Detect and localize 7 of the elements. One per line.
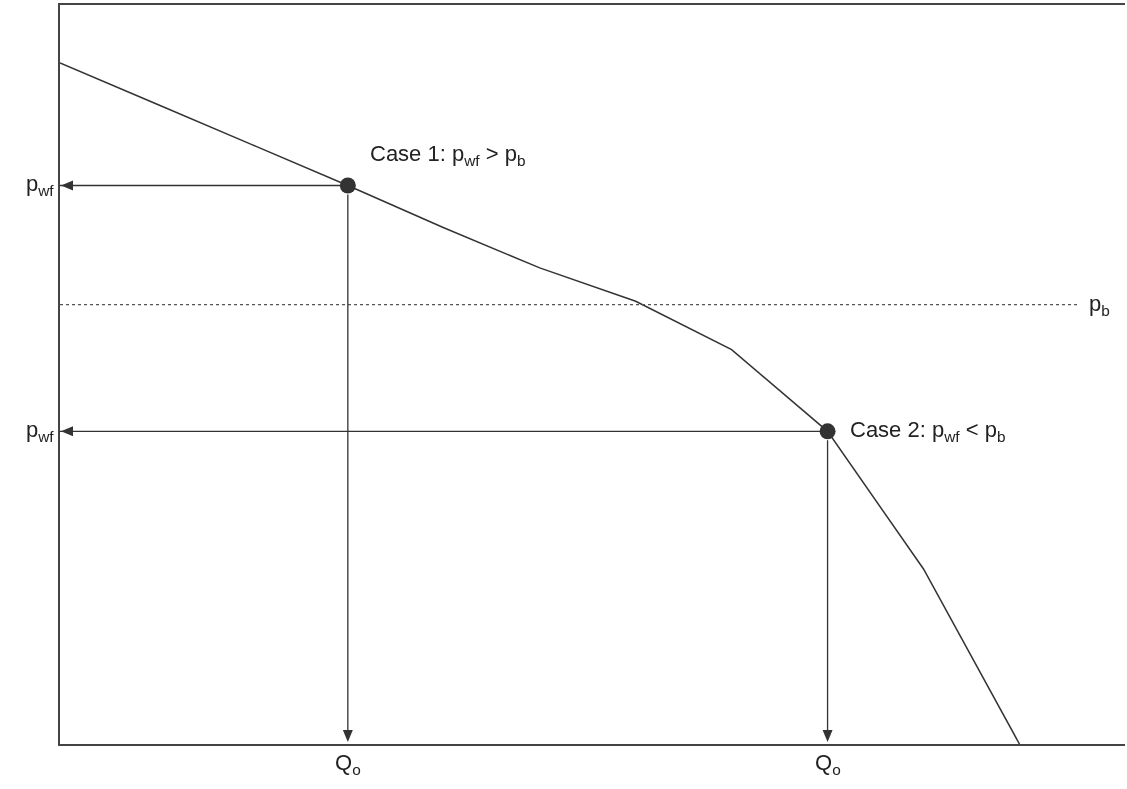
annotation: Case 1: p$_{wf}$ > p$_{b}$	[370, 141, 526, 169]
ref-line-label: p$_{wf}$	[26, 171, 55, 199]
text: Q$_{o}$	[335, 750, 361, 778]
ref-line-label: p$_{wf}$	[26, 417, 55, 445]
ref-line-label: p$_{b}$	[1089, 291, 1110, 319]
text: Q$_{o}$	[815, 750, 841, 778]
annotation: Case 2: p$_{wf}$ < p$_{b}$	[850, 417, 1006, 445]
